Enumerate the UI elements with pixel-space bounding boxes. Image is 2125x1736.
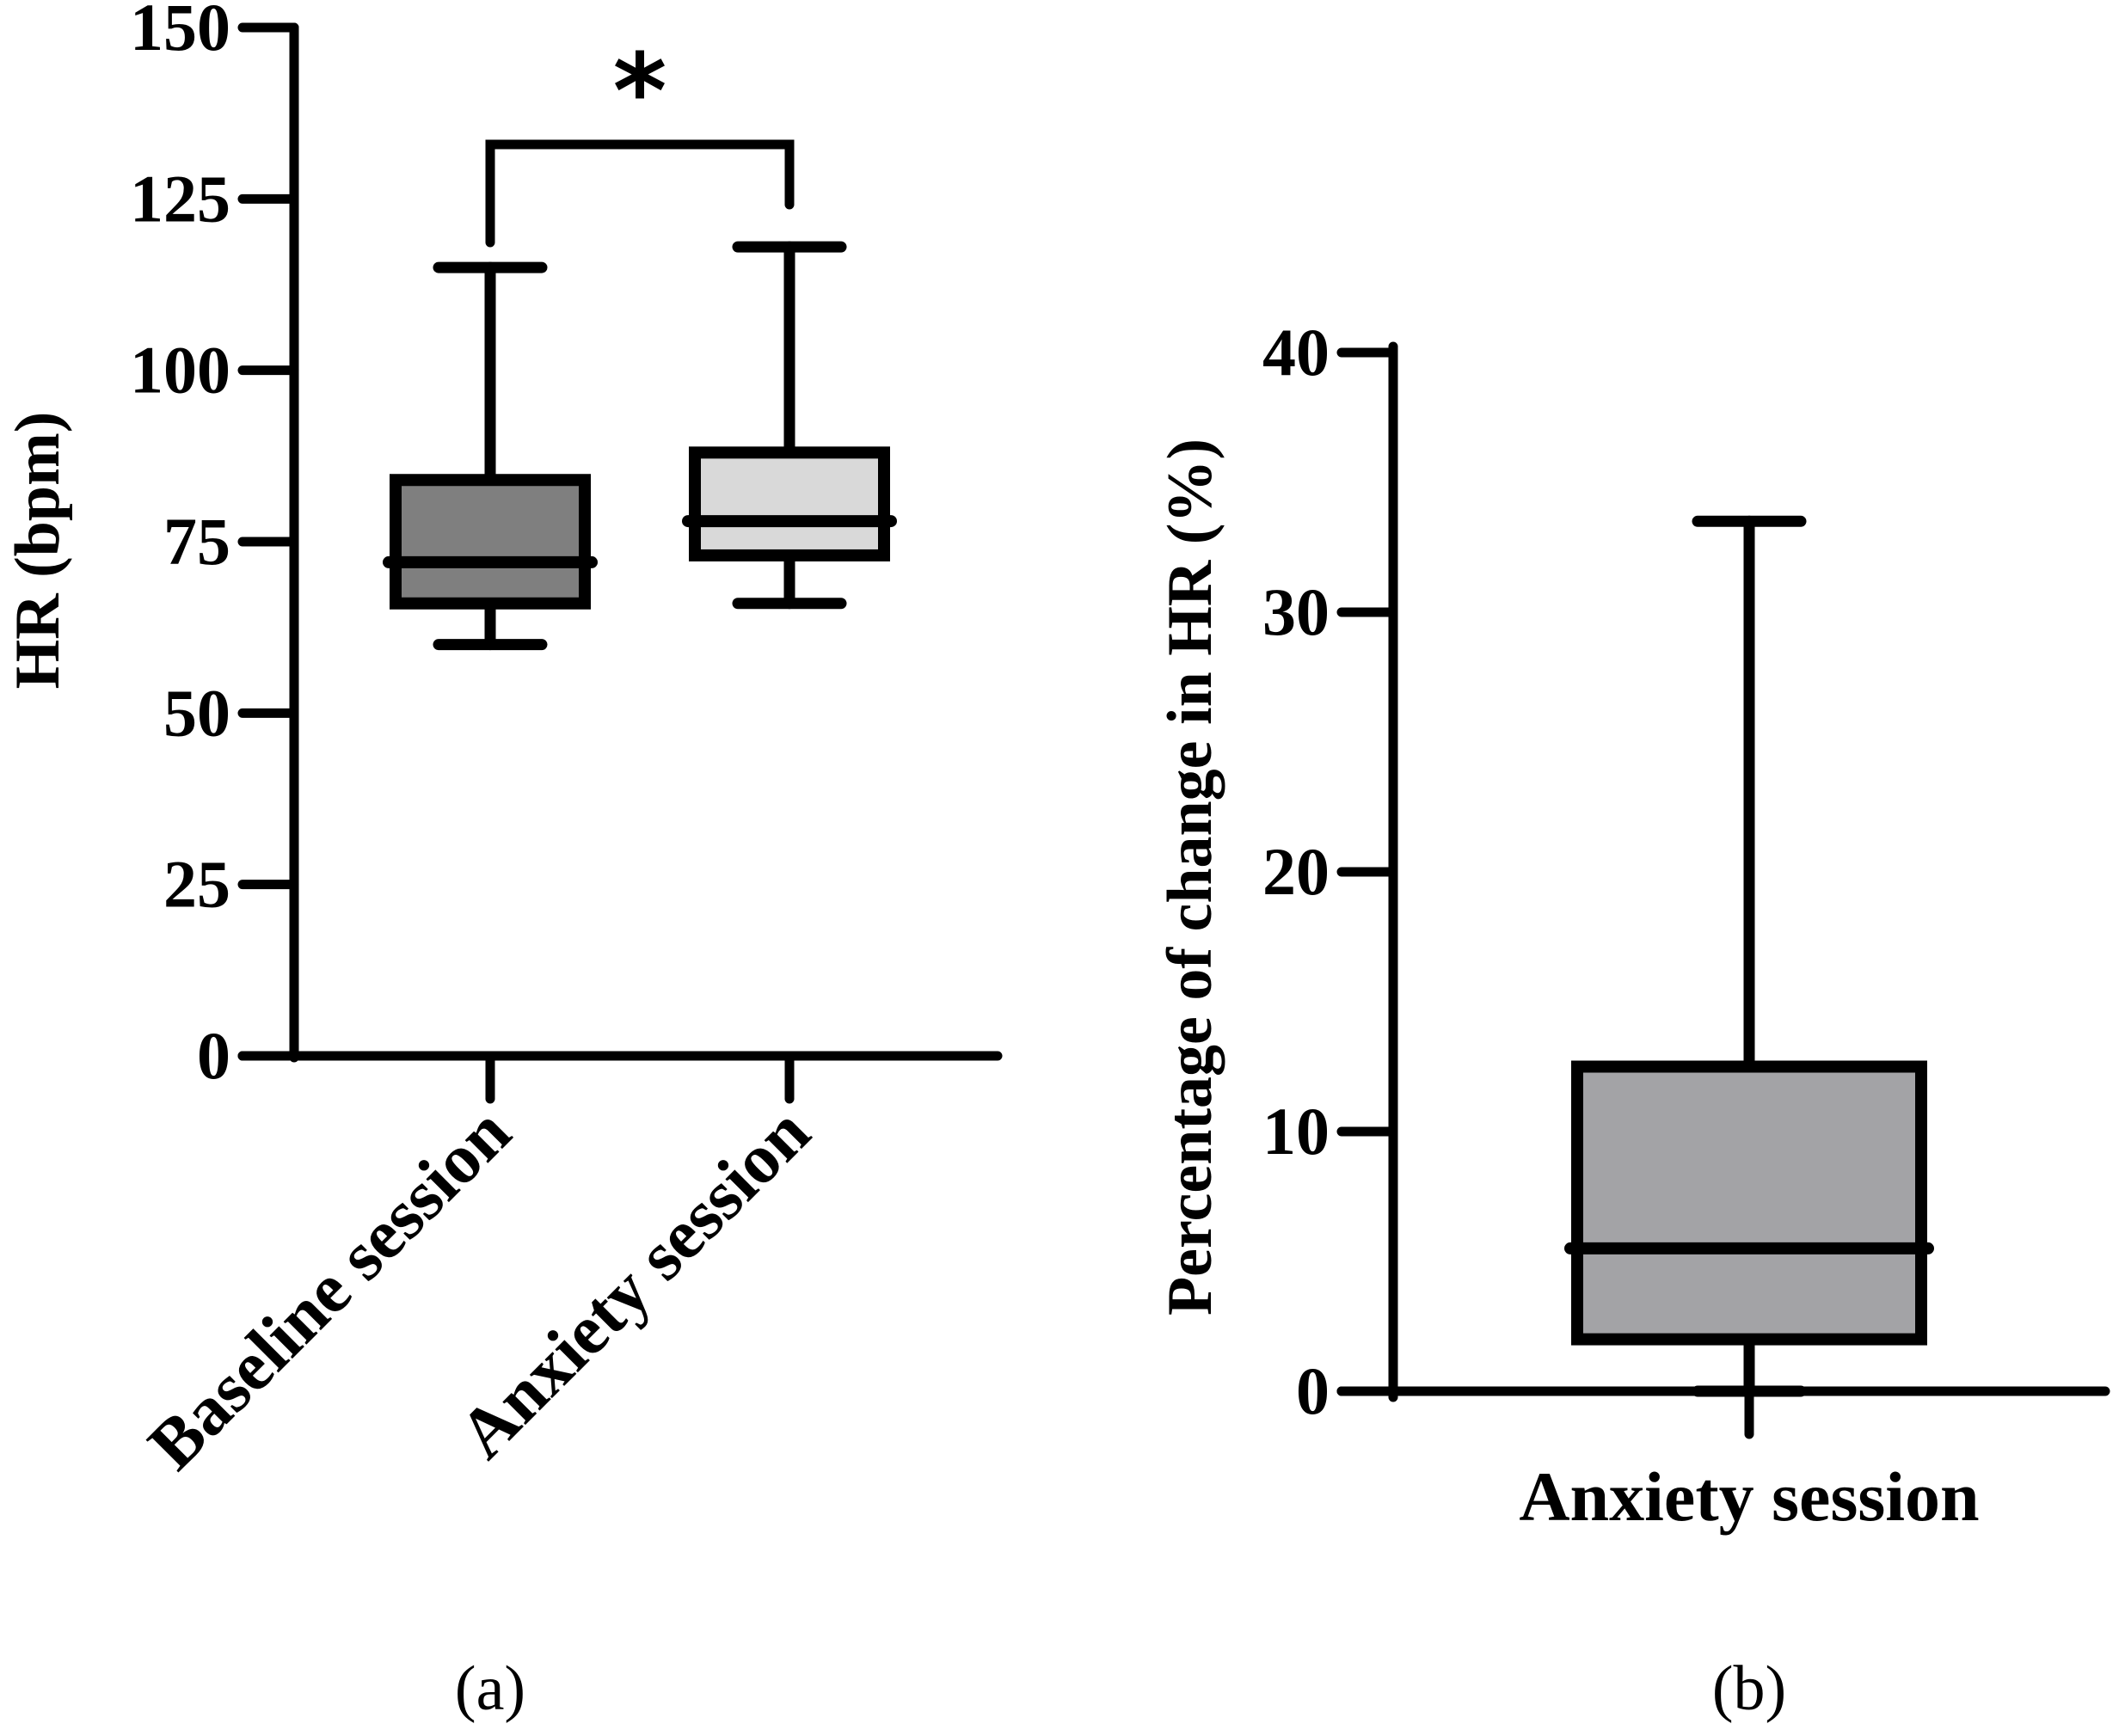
panel-a-y-tick-label-0: 0 — [197, 1018, 230, 1093]
panel-b-y-tick-label-10: 10 — [1262, 1094, 1330, 1169]
iqr-box-baseline-session — [390, 474, 591, 610]
iqr-box-anxiety-session — [1571, 1060, 1927, 1346]
panel-b-y-tick-label-20: 20 — [1262, 834, 1330, 909]
panel-b-y-axis-title: Percentage of change in HR (%) — [1155, 439, 1225, 1316]
panel-b-y-tick-label-0: 0 — [1296, 1353, 1330, 1428]
panel-b-percent-change-boxplot: Percentage of change in HR (%) 0 10 20 30 40… — [1155, 315, 2110, 1724]
panel-a-y-tick-label-125: 125 — [130, 161, 230, 236]
panel-a-y-tick-label-75: 75 — [163, 504, 230, 579]
panel-a-label: (a) — [455, 1653, 525, 1724]
panel-b-y-tick-label-40: 40 — [1262, 315, 1330, 390]
significance-marker: * — [613, 33, 667, 152]
panel-a-box-anxiety-session — [682, 241, 897, 610]
panel-b-box-anxiety-session — [1564, 515, 1934, 1397]
panel-a-y-tick-label-50: 50 — [163, 675, 230, 750]
panel-a-y-tick-label-100: 100 — [130, 333, 230, 408]
significance-bracket — [485, 139, 795, 248]
panel-a-y-tick-label-150: 150 — [130, 0, 230, 64]
panel-a-box-baseline-session — [383, 261, 598, 651]
panel-b-label: (b) — [1712, 1653, 1786, 1724]
panel-a-y-tick-label-25: 25 — [163, 847, 230, 922]
category-label-anxiety-session-b: Anxiety session — [1519, 1457, 1979, 1536]
panel-a-y-axis-title: HR (bpm) — [3, 412, 73, 690]
panel-b-y-tick-label-30: 30 — [1262, 574, 1330, 649]
iqr-box-anxiety-session — [689, 446, 890, 561]
